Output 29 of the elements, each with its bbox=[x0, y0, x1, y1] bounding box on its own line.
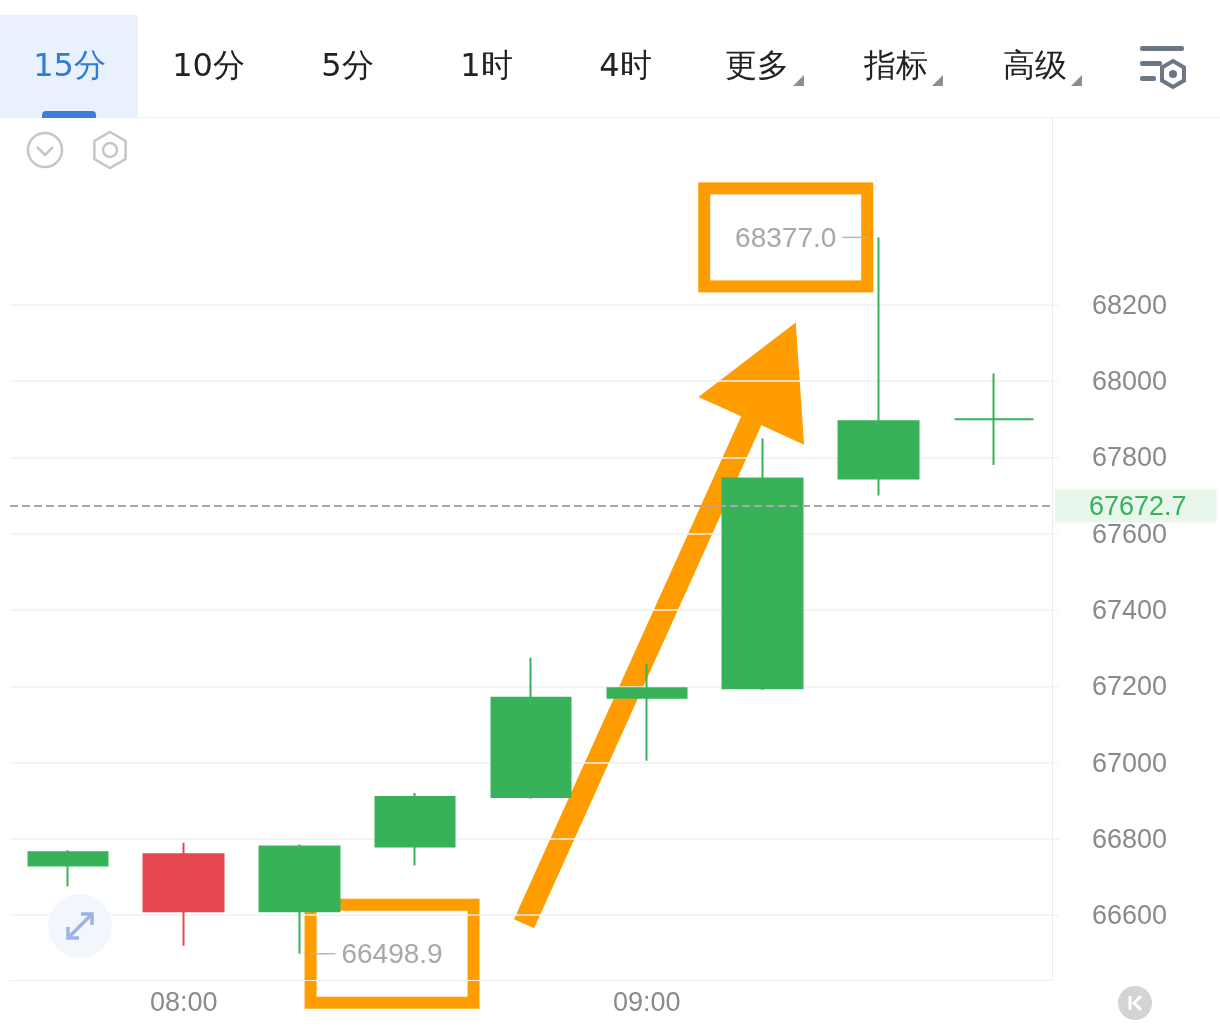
x-tick-label: 09:00 bbox=[612, 986, 681, 1017]
y-tick-label: 66600 bbox=[1092, 900, 1168, 931]
candlestick bbox=[374, 792, 456, 867]
text: 更多 bbox=[725, 45, 789, 86]
text: 10分 bbox=[172, 45, 245, 86]
x-tick-label: 08:00 bbox=[149, 986, 218, 1017]
candlestick bbox=[27, 849, 109, 888]
y-tick-label: 68200 bbox=[1092, 289, 1168, 320]
text: 高级 bbox=[1003, 45, 1067, 86]
candlestick bbox=[953, 372, 1035, 467]
candlestick bbox=[606, 662, 688, 762]
annotation: 68377.0 bbox=[735, 221, 837, 253]
candlestick bbox=[837, 236, 920, 497]
y-tick-label: 67800 bbox=[1092, 442, 1168, 473]
text: 5分 bbox=[321, 45, 374, 86]
y-tick-label: 66800 bbox=[1092, 823, 1168, 854]
annotation: 66498.9 bbox=[341, 938, 443, 970]
candlestick bbox=[490, 656, 572, 800]
candlestick bbox=[258, 843, 341, 955]
y-tick-label: 67200 bbox=[1092, 671, 1168, 702]
candlestick bbox=[721, 437, 804, 692]
candlestick bbox=[142, 841, 225, 947]
y-tick-label: 67000 bbox=[1092, 747, 1168, 778]
text: 4时 bbox=[599, 45, 652, 86]
text: 15分 bbox=[33, 45, 106, 86]
y-tick-label: 68000 bbox=[1092, 366, 1168, 397]
text: 1时 bbox=[460, 45, 513, 86]
y-tick-label: 67400 bbox=[1092, 595, 1168, 626]
text: 指标 bbox=[864, 45, 928, 86]
